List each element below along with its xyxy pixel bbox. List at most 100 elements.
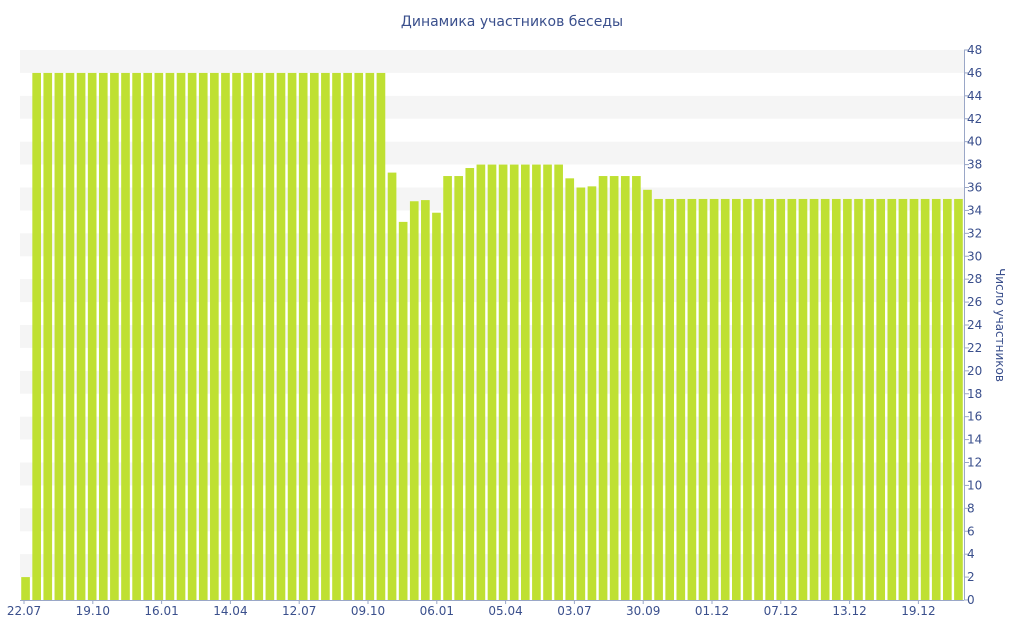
bar xyxy=(443,176,452,601)
bar xyxy=(409,201,419,600)
y-tick-label: 6 xyxy=(967,524,975,538)
bar xyxy=(687,198,697,600)
bar xyxy=(298,72,308,601)
bar xyxy=(787,198,797,600)
bar xyxy=(321,72,330,601)
bar xyxy=(909,198,919,600)
y-tick-label: 8 xyxy=(967,501,975,515)
y-tick-label: 2 xyxy=(967,570,975,584)
bar xyxy=(198,72,208,601)
bar xyxy=(898,198,908,600)
y-tick-label: 32 xyxy=(967,226,982,240)
bar xyxy=(476,164,486,600)
bar xyxy=(954,198,963,600)
y-tick-label: 12 xyxy=(967,456,982,470)
bar xyxy=(754,198,763,600)
bar xyxy=(165,72,175,601)
bar xyxy=(876,198,886,600)
x-tick-label: 22.07 xyxy=(7,604,41,618)
y-tick-label: 0 xyxy=(967,593,975,607)
bar xyxy=(843,198,852,600)
x-tick-label: 03.07 xyxy=(557,604,591,618)
x-tick-label: 19.12 xyxy=(901,604,935,618)
bar xyxy=(154,72,164,601)
x-tick-label: 19.10 xyxy=(76,604,110,618)
x-tick-label: 05.04 xyxy=(488,604,522,618)
bar xyxy=(543,164,552,600)
x-tick-label: 13.12 xyxy=(832,604,866,618)
y-axis-title: Число участников xyxy=(993,268,1007,382)
bar xyxy=(587,186,597,600)
bar xyxy=(32,72,41,601)
bar xyxy=(709,198,719,600)
bar xyxy=(620,176,630,601)
bar xyxy=(309,72,319,601)
y-tick-label: 26 xyxy=(967,295,982,309)
bar xyxy=(254,72,264,601)
y-tick-label: 18 xyxy=(967,387,982,401)
bar xyxy=(809,198,819,600)
y-tick-label: 22 xyxy=(967,341,982,355)
bar xyxy=(576,187,586,600)
y-tick-label: 4 xyxy=(967,547,975,561)
bar xyxy=(831,198,841,600)
bar xyxy=(554,164,563,600)
bar xyxy=(943,198,952,600)
bar xyxy=(343,72,352,601)
bar xyxy=(87,72,97,601)
y-tick-label: 44 xyxy=(967,89,982,103)
bar xyxy=(665,198,675,600)
y-tick-label: 30 xyxy=(967,249,982,263)
bar xyxy=(498,164,508,600)
bar xyxy=(632,176,641,601)
bar xyxy=(532,164,541,600)
bar xyxy=(287,72,297,601)
x-tick-label: 07.12 xyxy=(764,604,798,618)
grid-band xyxy=(20,50,964,73)
bar xyxy=(887,198,897,600)
bar xyxy=(421,200,430,600)
y-tick-label: 36 xyxy=(967,181,982,195)
x-tick-label: 01.12 xyxy=(695,604,729,618)
bar xyxy=(765,198,774,600)
y-tick-label: 40 xyxy=(967,135,982,149)
bar xyxy=(121,72,130,601)
bar xyxy=(276,72,286,601)
bar xyxy=(865,198,874,600)
y-tick-label: 14 xyxy=(967,433,982,447)
y-tick-label: 24 xyxy=(967,318,982,332)
y-tick-label: 42 xyxy=(967,112,982,126)
bar xyxy=(143,72,153,601)
bar xyxy=(210,72,219,601)
y-tick-label: 10 xyxy=(967,478,982,492)
y-tick-label: 34 xyxy=(967,203,982,217)
bar xyxy=(732,198,741,600)
y-tick-label: 16 xyxy=(967,410,982,424)
bar xyxy=(676,198,686,600)
bar xyxy=(798,198,808,600)
bar xyxy=(187,72,197,601)
bar xyxy=(432,212,441,600)
bar xyxy=(54,72,64,601)
y-tick-label: 20 xyxy=(967,364,982,378)
bar xyxy=(520,164,530,600)
bar xyxy=(820,198,830,600)
bar xyxy=(609,176,619,601)
bar xyxy=(698,198,708,600)
bar xyxy=(21,577,30,600)
bar xyxy=(931,198,941,600)
bar xyxy=(265,72,275,601)
bars xyxy=(21,72,963,601)
bar xyxy=(920,198,930,600)
bar xyxy=(98,72,108,601)
bar xyxy=(232,72,241,601)
bar xyxy=(65,72,75,601)
y-axis-ticks: 0246810121416182022242628303234363840424… xyxy=(964,43,982,607)
bar xyxy=(776,198,786,600)
bar xyxy=(176,72,186,601)
bar xyxy=(76,72,86,601)
y-tick-label: 38 xyxy=(967,158,982,172)
x-tick-label: 12.07 xyxy=(282,604,316,618)
x-tick-label: 14.04 xyxy=(213,604,247,618)
